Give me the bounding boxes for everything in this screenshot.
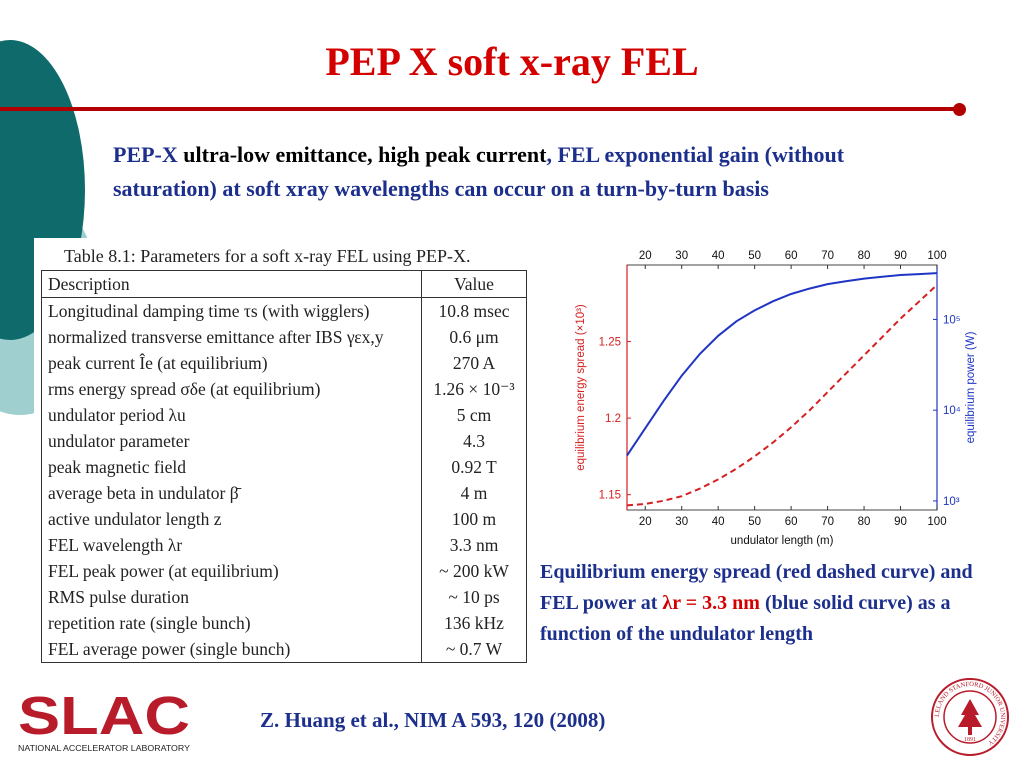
row-value: 100 m [421,506,527,532]
row-value: 4 m [421,480,527,506]
x-tick-label-top: 100 [927,250,946,262]
y-tick-label-left: 1.25 [599,337,621,349]
table-row: FEL wavelength λr 3.3 nm [41,532,527,558]
intro-text: PEP-X ultra-low emittance, high peak cur… [113,138,913,206]
seal-outer-ring [931,678,1009,756]
header-value: Value [421,270,527,298]
x-tick-label: 60 [785,516,798,528]
title-rule-dot [953,103,966,116]
table-row: RMS pulse duration ~ 10 ps [41,584,527,610]
energy-spread-series [626,284,938,507]
citation: Z. Huang et al., NIM A 593, 120 (2008) [260,708,606,732]
y-tick-label-left: 1.15 [599,490,621,502]
intro-emphasis: ultra-low emittance, high peak current [177,142,547,167]
table-row: peak current Îe (at equilibrium) 270 A [41,350,527,376]
fel-power-series [626,272,938,457]
table-caption: Table 8.1: Parameters for a soft x-ray F… [64,246,471,266]
seal-year: 1891 [964,737,976,743]
row-description: repetition rate (single bunch) [41,610,422,636]
x-tick-label-top: 50 [748,250,761,262]
row-value: ~ 0.7 W [421,636,527,663]
row-description: Longitudinal damping time τs (with wiggl… [41,297,422,324]
row-value: 1.26 × 10⁻³ [421,376,527,402]
row-value: 270 A [421,350,527,376]
x-tick-label-top: 70 [821,250,834,262]
row-value: 136 kHz [421,610,527,636]
row-description: peak magnetic field [41,454,422,480]
x-tick-label-top: 60 [785,250,798,262]
x-tick-label: 70 [821,516,834,528]
x-tick-label: 20 [639,516,652,528]
row-value: 0.92 T [421,454,527,480]
y-tick-label-right: 10⁵ [943,314,961,326]
y-tick-label-right: 10³ [943,496,960,508]
x-tick-label: 80 [858,516,871,528]
row-description: average beta in undulator β̄ [41,480,422,506]
y-axis-label-right: equilibrium power (W) [965,331,977,443]
table-row: FEL peak power (at equilibrium) ~ 200 kW [41,558,527,584]
table-row: active undulator length z 100 m [41,506,527,532]
stanford-seal: LELAND STANFORD JUNIOR UNIVERSITY 1891 [931,678,1009,756]
caption-part1: Equilibrium energy spread (red dashed cu… [540,561,973,614]
x-tick-label: 100 [927,516,946,528]
logo-wordmark: SLAC [18,686,190,746]
row-description: FEL wavelength λr [41,532,422,558]
y-axis-label-left: equilibrium energy spread (×10³) [575,304,587,471]
caption-part3: (blue solid curve) as a function of the … [540,592,951,645]
table-row: peak magnetic field 0.92 T [41,454,527,480]
table-row: repetition rate (single bunch) 136 kHz [41,610,527,636]
x-tick-label: 30 [675,516,688,528]
row-description: FEL peak power (at equilibrium) [41,558,422,584]
header-description: Description [41,270,422,298]
x-tick-label: 50 [748,516,761,528]
x-axis-label: undulator length (m) [731,535,834,547]
x-tick-label-top: 20 [639,250,652,262]
row-description: FEL average power (single bunch) [41,636,422,663]
row-value: ~ 200 kW [421,558,527,584]
table-header-row: Description Value [41,270,527,298]
y-tick-label-left: 1.2 [605,413,621,425]
parameters-table: Description Value Longitudinal damping t… [41,270,527,663]
row-value: 0.6 μm [421,324,527,350]
row-description: normalized transverse emittance after IB… [41,324,422,350]
table-row: undulator period λu 5 cm [41,402,527,428]
table-row: Longitudinal damping time τs (with wiggl… [41,297,527,324]
slide-title: PEP X soft x-ray FEL [325,39,699,84]
row-value: 3.3 nm [421,532,527,558]
row-value: 5 cm [421,402,527,428]
seal-inner-ring [943,690,997,744]
x-tick-label-top: 80 [858,250,871,262]
table-row: normalized transverse emittance after IB… [41,324,527,350]
y-tick-label-right: 10⁴ [943,405,961,417]
x-tick-label-top: 40 [712,250,725,262]
x-tick-label: 90 [894,516,907,528]
caption-wavelength: λr = 3.3 nm [662,592,760,614]
table-row: FEL average power (single bunch) ~ 0.7 W [41,636,527,663]
title-rule [0,107,958,111]
x-tick-label-top: 90 [894,250,907,262]
row-description: RMS pulse duration [41,584,422,610]
table-row: average beta in undulator β̄ 4 m [41,480,527,506]
row-value: 4.3 [421,428,527,454]
row-description: undulator parameter [41,428,422,454]
table-row: rms energy spread σδe (at equilibrium) 1.… [41,376,527,402]
x-tick-label: 40 [712,516,725,528]
row-description: rms energy spread σδe (at equilibrium) [41,376,422,402]
chart-caption: Equilibrium energy spread (red dashed cu… [540,557,990,650]
x-tick-label-top: 30 [675,250,688,262]
table-row: undulator parameter 4.3 [41,428,527,454]
row-description: peak current Îe (at equilibrium) [41,350,422,376]
row-description: active undulator length z [41,506,422,532]
logo-subtext: NATIONAL ACCELERATOR LABORATORY [18,743,190,753]
energy-spread-power-chart: 20 20 30 30 40 40 50 50 60 60 70 70 80 80 90 90 100 100 1.… [575,250,977,547]
row-description: undulator period λu [41,402,422,428]
intro-rest: , FEL exponential gain (without saturati… [113,142,845,201]
row-value: ~ 10 ps [421,584,527,610]
row-value: 10.8 msec [421,297,527,324]
redwood-tree-icon [958,699,982,735]
intro-highlight: PEP-X [113,142,178,167]
slac-logo: SLAC NATIONAL ACCELERATOR LABORATORY [18,686,190,753]
